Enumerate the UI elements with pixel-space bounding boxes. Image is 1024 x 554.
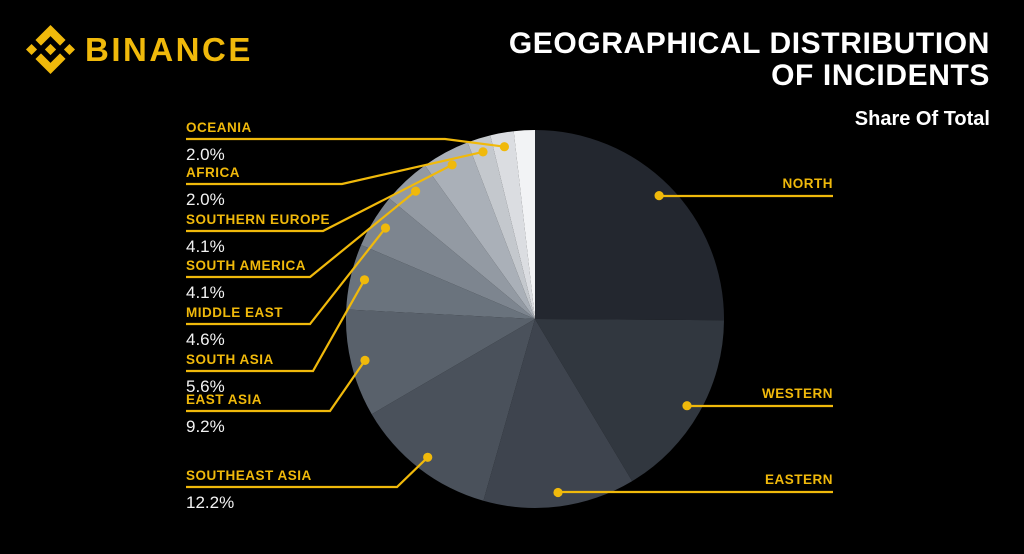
pie-slice-middle-east	[361, 198, 535, 319]
callout-value-middle-east: 4.6%	[186, 330, 225, 349]
binance-logo: BINANCE	[26, 25, 253, 74]
callout-dot-eastern	[553, 487, 563, 498]
pie-slice-eastern	[483, 319, 633, 508]
callout-dot-africa	[478, 147, 488, 157]
pie-slice-southern-europe	[424, 142, 535, 319]
callout-dot-southeast-asia	[423, 452, 433, 462]
chart-title-block: GEOGRAPHICAL DISTRIBUTION OF INCIDENTS S…	[509, 28, 990, 131]
callout-dot-north	[654, 191, 664, 201]
callout-label-western: WESTERN	[762, 386, 833, 401]
chart-subtitle: Share Of Total	[854, 108, 990, 130]
callout-label-south-asia: SOUTH ASIA	[186, 352, 274, 367]
callout-dot-middle-east	[380, 223, 391, 233]
callout-value-southern-europe: 4.1%	[186, 237, 225, 256]
callout-dot-western	[682, 401, 692, 411]
callout-label-eastern: EASTERN	[764, 472, 833, 487]
callout-value-southeast-asia: 12.2%	[186, 493, 235, 512]
callout-line-middle-east	[186, 227, 387, 326]
chart-title-line1: GEOGRAPHICAL DISTRIBUTION	[508, 27, 990, 60]
callout-dot-southern-europe	[447, 160, 457, 170]
callout-label-oceania: OCEANIA	[186, 120, 252, 135]
callout-label-north: NORTH	[782, 176, 833, 191]
callout-label-south-america: SOUTH AMERICA	[186, 258, 306, 273]
pie-slice-other	[513, 130, 535, 319]
callout-label-southern-europe: SOUTHERN EUROPE	[186, 212, 331, 227]
pie-slice-south-america	[389, 165, 535, 319]
callout-line-oceania	[186, 137, 505, 148]
pie-slice-africa	[467, 135, 535, 319]
pie-slice-western	[535, 319, 724, 482]
callout-label-southeast-asia: SOUTHEAST ASIA	[186, 468, 312, 483]
chart-title-line2: OF INCIDENTS	[771, 59, 990, 92]
callout-line-south-asia	[186, 279, 366, 373]
callout-label-east-asia: EAST ASIA	[186, 392, 263, 407]
callout-dot-south-america	[411, 186, 421, 196]
pie-slice-north	[535, 130, 725, 321]
callout-line-east-asia	[186, 359, 366, 413]
callout-line-southeast-asia	[186, 456, 429, 489]
callout-value-south-asia: 5.6%	[186, 377, 225, 396]
callout-line-southern-europe	[186, 163, 453, 233]
binance-wordmark: BINANCE	[85, 30, 253, 68]
callout-value-oceania: 2.0%	[186, 145, 225, 164]
binance-diamond-icon	[26, 25, 75, 74]
callout-label-middle-east: MIDDLE EAST	[186, 305, 284, 320]
callout-label-africa: AFRICA	[186, 165, 240, 180]
callout-dot-south-asia	[359, 275, 370, 285]
pie-slice-oceania	[490, 131, 535, 319]
callout-value-east-asia: 9.2%	[186, 417, 225, 436]
pie-slice-southeast-asia	[371, 319, 535, 501]
pie-slice-east-asia	[345, 309, 535, 415]
pie-slice-south-asia	[346, 245, 535, 319]
callout-line-africa	[186, 150, 484, 186]
callout-line-south-america	[186, 190, 417, 279]
callout-value-africa: 2.0%	[186, 190, 225, 209]
callout-value-south-america: 4.1%	[186, 283, 225, 302]
callout-dot-oceania	[499, 142, 509, 152]
callout-dot-east-asia	[360, 355, 370, 365]
